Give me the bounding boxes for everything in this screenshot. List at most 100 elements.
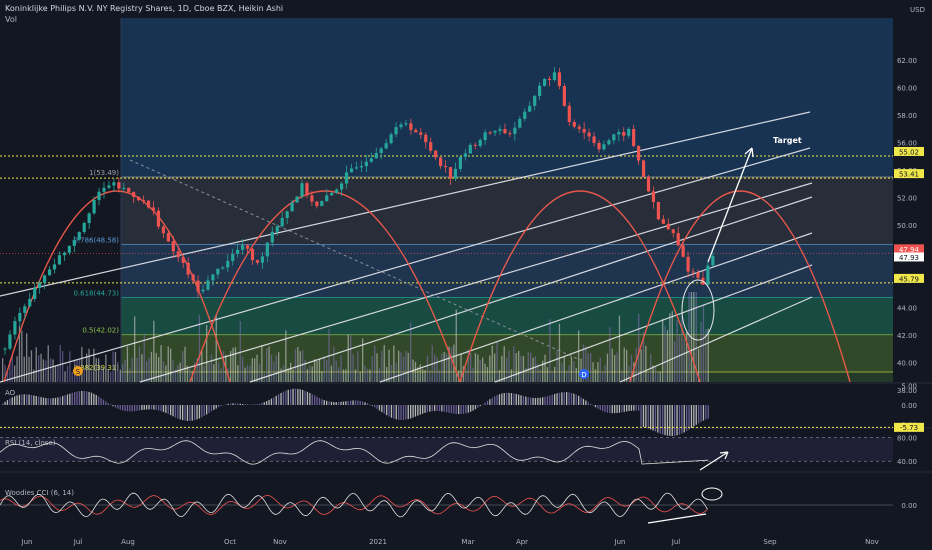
volume-bar: [554, 367, 556, 382]
volume-bar: [662, 318, 664, 382]
candle-body: [92, 200, 96, 214]
ao-bar: [66, 394, 69, 405]
ao-bar: [184, 405, 186, 421]
candle-body: [641, 160, 646, 177]
time-tick-4: Nov: [273, 538, 287, 546]
volume-bar: [237, 365, 239, 382]
ao-bar: [287, 389, 289, 405]
volume-bar: [47, 345, 49, 382]
ao-bar: [700, 405, 702, 422]
candle-body: [686, 256, 690, 272]
volume-bar: [167, 346, 169, 382]
ao-bar: [306, 391, 309, 405]
volume-bar: [316, 360, 318, 382]
ao-bar: [582, 398, 585, 405]
candle-body: [127, 187, 131, 192]
volume-highlight-ellipse: [681, 279, 715, 341]
volume-bar: [462, 366, 465, 382]
candle-body: [354, 167, 359, 169]
time-tick-2: Aug: [121, 538, 135, 546]
candle-body: [122, 187, 126, 189]
volume-bar: [530, 352, 532, 382]
ao-bar: [465, 405, 467, 414]
ao-bar: [606, 405, 609, 413]
ao-bar: [474, 405, 477, 410]
ao-bar: [328, 401, 330, 405]
candle-body: [38, 282, 42, 289]
ao-bar: [162, 405, 165, 412]
candle-body: [275, 226, 279, 232]
ao-bar: [674, 405, 676, 436]
ao-bar: [182, 405, 184, 421]
candle-body: [112, 182, 116, 186]
candle-body: [612, 134, 616, 141]
price-label-4: 45.79: [899, 275, 919, 283]
volume-bar: [35, 347, 37, 382]
ao-bar: [534, 397, 537, 405]
candle-body: [310, 195, 314, 202]
volume-bar: [587, 353, 589, 382]
volume-bar: [321, 371, 323, 382]
volume-bar: [390, 365, 393, 382]
volume-bar: [124, 359, 126, 382]
candle-body: [656, 201, 660, 220]
ao-bar: [666, 405, 669, 436]
dividend-marker-label: D: [581, 371, 586, 379]
volume-bar: [592, 362, 594, 382]
candle-body: [538, 85, 542, 96]
ao-bar: [198, 405, 201, 419]
volume-bar: [590, 352, 592, 382]
candle-body: [622, 131, 626, 136]
candle-body: [384, 143, 388, 149]
volume-bar: [414, 361, 417, 382]
ao-bar: [407, 405, 409, 420]
ao-bar: [422, 405, 424, 414]
ao-bar: [393, 405, 395, 419]
ao-bar: [604, 405, 606, 412]
ao-bar: [698, 405, 700, 424]
ao-bar: [45, 397, 47, 405]
volume-bar: [602, 371, 604, 382]
candle-body: [399, 124, 403, 128]
volume-bar: [417, 367, 419, 382]
candle-body: [547, 78, 552, 81]
ao-bar: [170, 405, 172, 416]
candle-body: [587, 132, 591, 137]
time-tick-7: Apr: [516, 538, 528, 546]
volume-bar: [184, 346, 186, 382]
volume-bar: [477, 354, 479, 382]
ao-bar: [525, 396, 527, 405]
ao-bar: [398, 405, 400, 420]
volume-bar: [328, 328, 330, 382]
ao-bar: [86, 391, 88, 405]
volume-bar: [314, 359, 316, 382]
ao-bar: [122, 405, 124, 411]
ao-bar: [134, 405, 136, 412]
ao-bar: [683, 405, 685, 433]
volume-bar: [304, 359, 306, 382]
candle-body: [23, 306, 27, 313]
rsi-line: [0, 440, 709, 465]
candle-body: [448, 167, 453, 179]
volume-bar: [472, 367, 474, 382]
ao-bar: [160, 405, 162, 412]
ao-bar: [237, 403, 239, 405]
ao-bar: [256, 404, 258, 405]
time-tick-6: Mar: [461, 538, 474, 546]
candle-body: [637, 145, 641, 161]
ao-bar: [587, 402, 589, 405]
ao-bar: [506, 392, 508, 405]
volume-bar: [566, 370, 568, 382]
price-tick-2: 42.00: [897, 332, 917, 340]
volume-bar: [258, 363, 261, 382]
volume-bar: [489, 355, 491, 382]
ao-bar: [705, 405, 707, 420]
ao-bar: [270, 398, 273, 405]
volume-bar: [218, 362, 220, 382]
ao-bar: [544, 396, 546, 405]
price-tick-10: 58.00: [897, 112, 917, 120]
split-marker: [73, 366, 83, 376]
ao-bar: [503, 393, 505, 405]
volume-bar: [249, 365, 251, 382]
